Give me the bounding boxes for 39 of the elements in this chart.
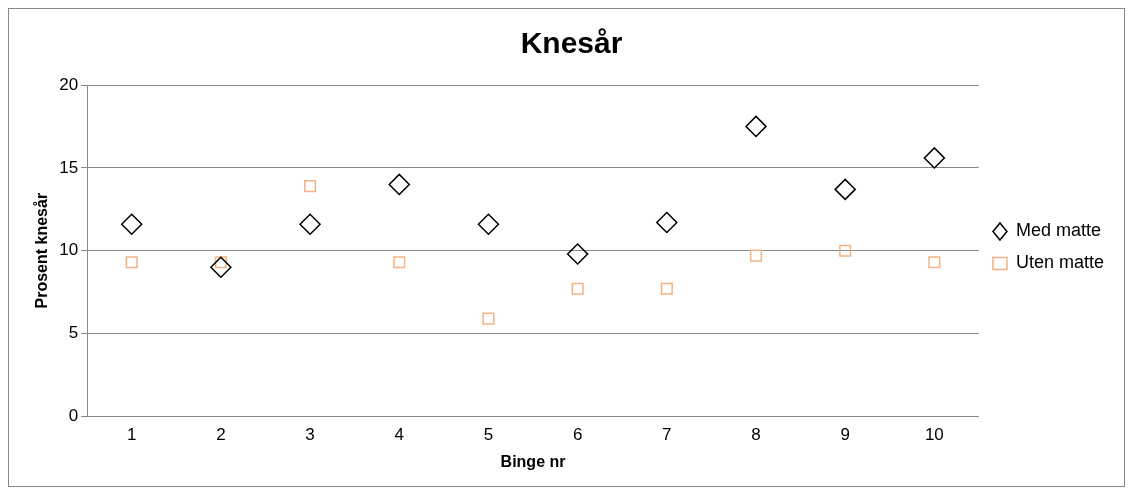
point <box>571 282 584 295</box>
point <box>923 147 946 169</box>
y-tick-label: 20 <box>59 74 79 94</box>
point <box>210 256 232 279</box>
point <box>393 256 406 269</box>
x-tick-label: 3 <box>305 425 315 445</box>
x-tick-label: 8 <box>751 425 761 445</box>
point <box>482 312 495 325</box>
point <box>388 173 411 196</box>
point <box>477 213 500 235</box>
y-axis-title: Prosent knesår <box>33 192 51 309</box>
x-tick-label: 1 <box>126 425 137 445</box>
point <box>749 249 763 262</box>
point <box>304 180 317 193</box>
point <box>125 256 138 269</box>
point <box>839 244 852 257</box>
y-tick-label: 10 <box>59 240 79 260</box>
x-tick-label: 5 <box>483 425 494 445</box>
chart-title: Knesår <box>520 26 623 60</box>
point <box>656 211 678 234</box>
x-tick-label: 6 <box>572 425 583 445</box>
x-tick-label: 2 <box>216 425 226 445</box>
legend-label: Uten matte <box>1015 252 1105 273</box>
point <box>745 115 767 138</box>
point <box>120 213 143 235</box>
x-tick-label: 9 <box>840 425 850 445</box>
point <box>299 213 321 235</box>
point <box>660 282 673 295</box>
legend-label: Med matte <box>1015 220 1102 241</box>
x-tick-label: 7 <box>662 425 672 445</box>
y-tick-label: 5 <box>68 323 79 343</box>
x-axis-title: Binge nr <box>500 452 566 470</box>
y-tick-label: 15 <box>59 157 79 177</box>
x-tick-label: 4 <box>394 425 404 445</box>
y-tick-label: 0 <box>68 406 79 426</box>
x-tick-label: 10 <box>924 425 944 445</box>
point <box>834 178 856 201</box>
point <box>928 256 941 269</box>
point <box>566 243 589 265</box>
